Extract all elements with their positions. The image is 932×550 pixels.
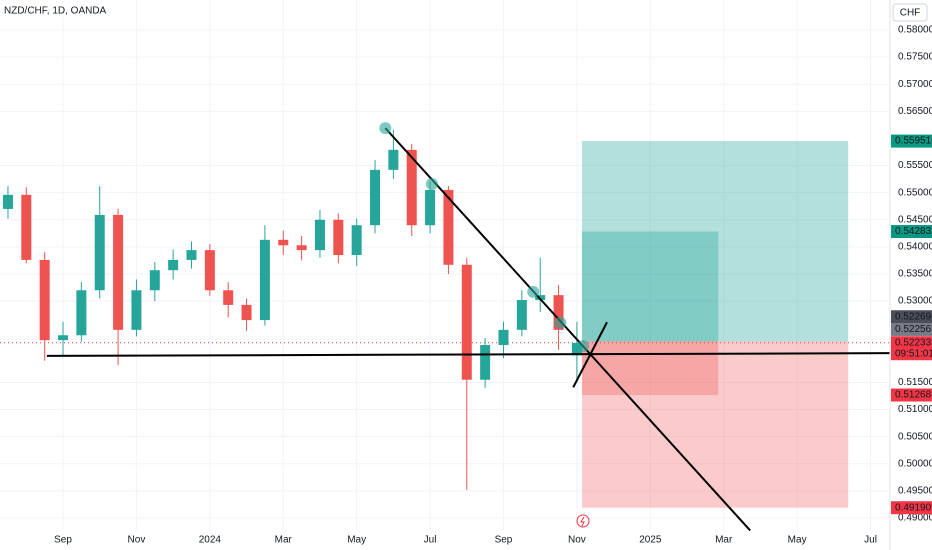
touch-marker [577, 340, 590, 353]
y-tick-label: 0.53500 [898, 269, 932, 280]
candle-body [333, 219, 344, 256]
x-tick-label: Jul [864, 535, 877, 546]
candle-body [2, 194, 13, 209]
y-tick-label: 0.54000 [898, 242, 932, 253]
candle-body [388, 149, 399, 170]
candle-body [498, 329, 509, 346]
currency: CHF [900, 8, 921, 19]
candle-body [314, 219, 325, 251]
price-tag [891, 134, 932, 148]
candle-body [553, 295, 564, 330]
price-tag [891, 501, 932, 515]
price-tag-label: 0.49190 [895, 502, 932, 513]
candle-body [58, 335, 69, 341]
candle-body [480, 345, 491, 380]
price-axis: 0.58000 0.57500 0.57000 0.56500 0.55500 0.550… [891, 25, 932, 524]
event-icon[interactable] [576, 514, 590, 528]
y-tick-label: 0.51000 [898, 404, 932, 415]
candle-body [113, 214, 124, 330]
candle-body [278, 239, 289, 246]
x-tick-label: Mar [715, 535, 733, 546]
y-tick-label: 0.56500 [898, 106, 932, 117]
candle-body [425, 189, 436, 226]
candle-body [241, 304, 252, 321]
y-tick-label: 0.53000 [898, 296, 932, 307]
candle-body [94, 214, 105, 291]
y-tick-label: 0.55000 [898, 187, 932, 198]
candle-body [516, 300, 527, 330]
price-tag [891, 322, 932, 336]
x-tick-label: May [347, 535, 366, 546]
price-tag [891, 225, 932, 239]
x-tick-label: Jul [424, 535, 437, 546]
profit-zone [582, 231, 719, 342]
y-tick-label: 0.50000 [898, 458, 932, 469]
price-tag [891, 336, 932, 361]
x-tick-label: May [788, 535, 807, 546]
loss-zone [582, 341, 719, 396]
touch-marker [425, 177, 438, 190]
y-tick-label: 0.55500 [898, 160, 932, 171]
x-tick-label: Nov [128, 535, 146, 546]
price-tag-label: 0.52233 [895, 337, 932, 348]
plot [0, 122, 891, 532]
loss-zone [582, 341, 849, 508]
price-tag-label: 0.52256 [895, 324, 932, 335]
price-tag-label: 0.52269 [895, 311, 932, 322]
candle-body [149, 270, 160, 291]
trend-line [572, 321, 608, 388]
price-tag [891, 388, 932, 402]
countdown: 09:51:01 [895, 348, 932, 359]
y-tick-label: 0.51500 [898, 377, 932, 388]
price-tag-label: 0.54283 [895, 226, 932, 237]
candle-body [443, 189, 454, 265]
candle-body [571, 342, 582, 356]
trend-line [46, 352, 891, 357]
y-tick-label: 0.49500 [898, 486, 932, 497]
candle-body [461, 264, 472, 380]
trend-line [384, 127, 751, 532]
price-tag [891, 310, 932, 324]
y-tick-label: 0.54500 [898, 214, 932, 225]
candle-body [76, 290, 87, 336]
chart-title: NZD/CHF, 1D, OANDA [4, 6, 107, 17]
candle-body [296, 245, 307, 251]
grid [0, 0, 890, 530]
profit-zone [582, 141, 849, 342]
candle-body [370, 169, 381, 226]
x-tick-label: Sep [495, 535, 513, 546]
candle-body [259, 239, 270, 321]
y-tick-label: 0.50500 [898, 431, 932, 442]
x-tick-label: Sep [54, 535, 72, 546]
candle-body [21, 194, 32, 260]
touch-marker [379, 122, 392, 135]
y-tick-label: 0.57500 [898, 52, 932, 63]
price-tag-label: 0.55951 [895, 136, 932, 147]
candle-body [204, 250, 215, 291]
candle-body [351, 225, 362, 256]
candle-body [39, 259, 50, 341]
touch-marker [527, 285, 540, 298]
candle-body [186, 250, 197, 260]
candle-body [168, 259, 179, 271]
x-tick-label: Mar [275, 535, 293, 546]
y-tick-label: 0.58000 [898, 25, 932, 36]
candle-body [223, 290, 234, 305]
price-tag-label: 0.51268 [895, 390, 932, 401]
x-tick-label: 2025 [639, 535, 662, 546]
y-tick-label: 0.49000 [898, 513, 932, 524]
currency-box[interactable] [892, 3, 928, 22]
y-tick-label: 0.57000 [898, 79, 932, 90]
candle-body [406, 149, 417, 226]
x-tick-label: Nov [568, 535, 586, 546]
touch-marker [554, 316, 567, 329]
candle-body [131, 290, 142, 330]
event-bolt [580, 516, 585, 527]
x-tick-label: 2024 [199, 535, 222, 546]
